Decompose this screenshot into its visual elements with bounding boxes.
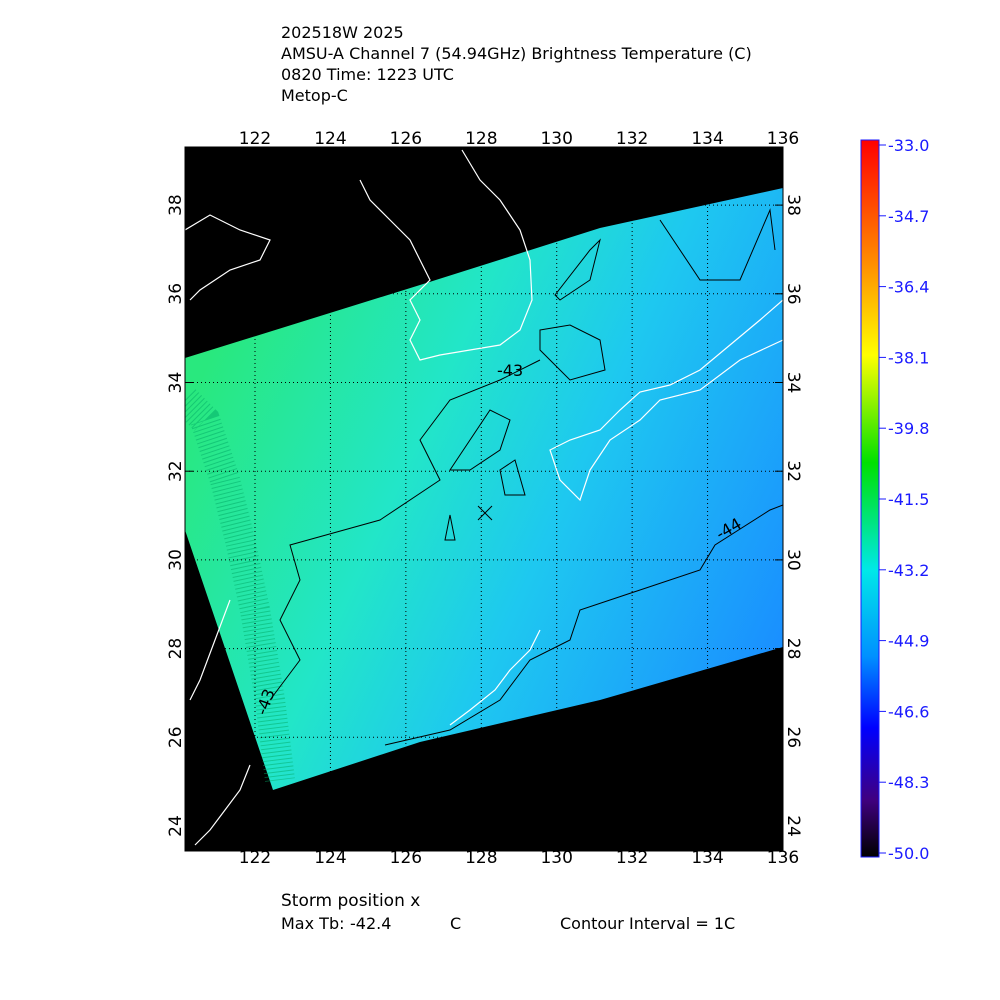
contour: [449, 409, 511, 471]
lon-label: 136: [767, 129, 799, 149]
header: 202518W 2025 AMSU-A Channel 7 (54.94GHz)…: [281, 23, 752, 105]
header-line: AMSU-A Channel 7 (54.94GHz) Brightness T…: [281, 44, 752, 63]
lon-label: 126: [390, 129, 422, 149]
contour: [384, 504, 783, 746]
lat-label: 26: [783, 726, 803, 748]
coastline: [449, 629, 541, 726]
coastline: [189, 599, 231, 701]
colorbar-label: -34.7: [888, 207, 929, 226]
colorbar-label: -36.4: [888, 278, 929, 297]
contour: [269, 359, 541, 701]
max-tb-unit: C: [450, 914, 461, 933]
lat-label: 30: [166, 549, 186, 571]
lat-label: 34: [166, 372, 186, 394]
colorbar-label: -38.1: [888, 348, 929, 367]
colorbar-label: -48.3: [888, 773, 929, 792]
lat-label: 38: [166, 194, 186, 216]
contour: [539, 324, 606, 381]
contour: [659, 208, 776, 281]
graticule: [185, 147, 783, 851]
contours: [269, 208, 783, 746]
coastline: [549, 299, 783, 502]
map-ticks: 122 122 124 124 126 126 128 128 130 130 132 132 134 1…: [166, 129, 803, 868]
coastline: [194, 764, 251, 846]
lon-label: 134: [691, 129, 723, 149]
lon-label: 122: [239, 848, 271, 868]
map: -43 -44 -43: [185, 147, 783, 851]
contour-interval: Contour Interval = 1C: [560, 914, 735, 933]
lon-label: 128: [465, 129, 497, 149]
lon-label: 132: [616, 129, 648, 149]
colorbar-label: -33.0: [888, 136, 929, 155]
coastline: [359, 149, 533, 361]
lat-label: 24: [166, 815, 186, 837]
lat-label: 32: [783, 460, 803, 482]
lat-label: 28: [783, 638, 803, 660]
lon-label: 126: [390, 848, 422, 868]
header-line: Metop-C: [281, 86, 348, 105]
lon-label: 132: [616, 848, 648, 868]
lon-label: 128: [465, 848, 497, 868]
coastlines: [185, 149, 783, 846]
colorbar-ramp: [860, 139, 880, 858]
lon-label: 124: [314, 129, 346, 149]
lon-label: 130: [540, 129, 572, 149]
lat-label: 24: [783, 815, 803, 837]
storm-position: Storm position x: [281, 891, 420, 911]
lat-label: 28: [166, 638, 186, 660]
header-line: 202518W 2025: [281, 23, 404, 42]
header-line: 0820 Time: 1223 UTC: [281, 65, 454, 84]
lon-label: 122: [239, 129, 271, 149]
colorbar: -33.0 -34.7 -36.4 -38.1 -39.8 -41.5 -43.2 -44.9…: [860, 136, 929, 863]
contour: [444, 514, 456, 541]
swath: [185, 188, 783, 790]
colorbar-label: -50.0: [888, 844, 929, 863]
lat-label: 36: [166, 283, 186, 305]
colorbar-label: -46.6: [888, 702, 929, 721]
lon-label: 136: [767, 848, 799, 868]
lon-label: 130: [540, 848, 572, 868]
lat-label: 36: [783, 283, 803, 305]
contour: [499, 459, 526, 496]
map-frame: [184, 146, 784, 852]
footer: Storm position x Max Tb: -42.4 C Contour…: [281, 891, 735, 933]
lon-label: 134: [691, 848, 723, 868]
lat-label: 38: [783, 194, 803, 216]
lat-label: 26: [166, 726, 186, 748]
lat-label: 32: [166, 460, 186, 482]
storm-marker: [477, 505, 493, 521]
max-tb-label: Max Tb:: [281, 914, 344, 933]
lon-label: 124: [314, 848, 346, 868]
colorbar-label: -44.9: [888, 632, 929, 651]
lat-label: 30: [783, 549, 803, 571]
lat-label: 34: [783, 372, 803, 394]
contour-label: -43: [497, 361, 523, 380]
colorbar-label: -39.8: [888, 419, 929, 438]
colorbar-label: -43.2: [888, 561, 929, 580]
contour: [554, 238, 601, 301]
max-tb-value: -42.4: [350, 914, 391, 933]
colorbar-label: -41.5: [888, 490, 929, 509]
coastline: [185, 214, 271, 301]
